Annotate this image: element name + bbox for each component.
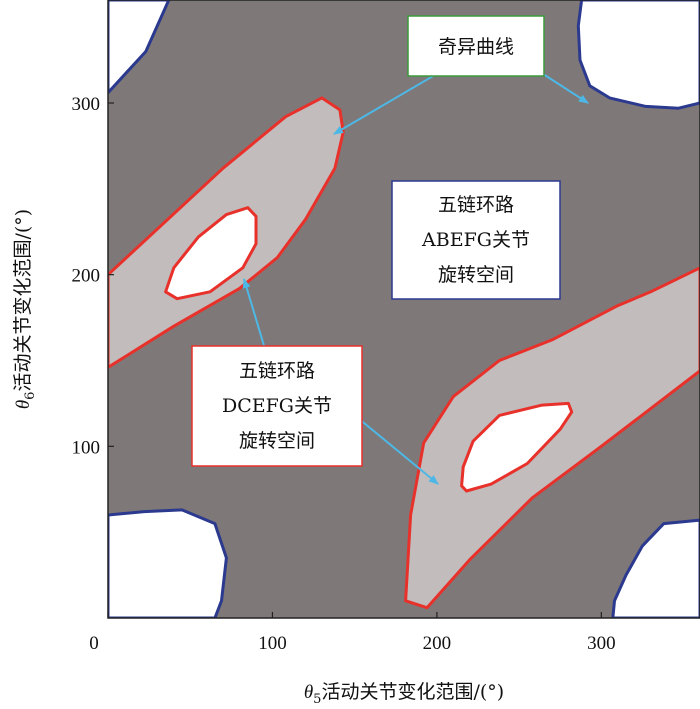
- corner-region-bottom-left: [108, 508, 228, 618]
- y-tick-label: 200: [72, 266, 101, 287]
- corner-region-top-left: [108, 0, 171, 95]
- annotation-dcefg-line2: DCEFG关节: [222, 395, 332, 417]
- arrow-to-singular-curve-right: [539, 71, 589, 104]
- annotation-abefg-line2: ABEFG关节: [421, 229, 530, 251]
- x-tick-label: 200: [423, 633, 452, 654]
- y-axis-title: θ6活动关节变化范围/(°): [12, 209, 38, 409]
- x-axis-title: θ5活动关节变化范围/(°): [304, 681, 504, 707]
- x-tick-label: 100: [258, 633, 287, 654]
- arrow-to-dcefg-lower: [357, 417, 439, 485]
- y-tick-label: 300: [72, 94, 101, 115]
- corner-region-bottom-right: [611, 518, 700, 618]
- annotation-singular-curve: 奇异曲线: [407, 15, 545, 77]
- x-tick-label: 300: [587, 633, 616, 654]
- arrow-to-dcefg-upper: [242, 278, 266, 350]
- annotation-abefg: 五链环路 ABEFG关节 旋转空间: [391, 180, 561, 300]
- annotation-dcefg-line3: 旋转空间: [239, 430, 315, 452]
- annotation-abefg-line1: 五链环路: [438, 194, 514, 216]
- plot-frame: [107, 0, 700, 619]
- arrow-to-singular-curve-left: [333, 71, 441, 135]
- x-tick-label: 0: [89, 633, 99, 654]
- annotation-dcefg: 五链环路 DCEFG关节 旋转空间: [191, 345, 363, 467]
- inner-hole-upper-left: [164, 206, 258, 301]
- annotation-abefg-line3: 旋转空间: [438, 264, 514, 286]
- y-tick-label: 100: [72, 437, 101, 458]
- annotation-singular-text: 奇异曲线: [438, 36, 514, 58]
- inner-hole-lower-right: [460, 401, 574, 493]
- annotation-dcefg-line1: 五链环路: [239, 360, 315, 382]
- x-axis: 0 100 200 300: [89, 612, 616, 654]
- corner-region-top-right: [576, 0, 700, 110]
- y-axis: 100 200 300: [72, 94, 114, 458]
- plot-area: [108, 0, 700, 618]
